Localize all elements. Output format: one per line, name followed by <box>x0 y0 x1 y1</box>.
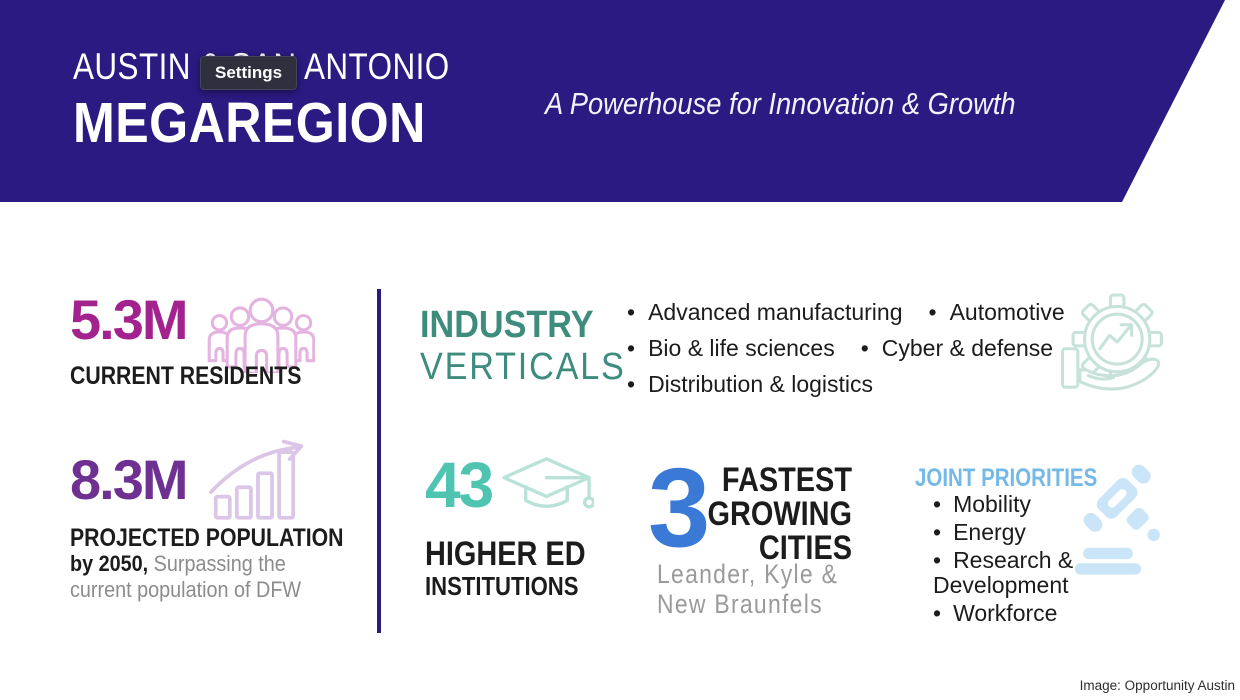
page-title: AUSTIN & SAN ANTONIO MEGAREGION <box>73 46 516 156</box>
gear-hand-icon <box>1060 293 1163 391</box>
priority-item: Energy <box>933 519 1108 545</box>
image-credit: Image: Opportunity Austin <box>1079 678 1235 693</box>
higher-ed-label-line1: HIGHER ED <box>425 535 586 573</box>
joint-priorities-list: Mobility Energy Research & Development W… <box>933 491 1108 629</box>
industry-title-line1: INDUSTRY <box>420 304 594 346</box>
industry-item: Distribution & logistics <box>627 371 873 398</box>
industry-row: Advanced manufacturing Automotive <box>627 299 1065 326</box>
projected-label: PROJECTED POPULATION <box>70 524 344 552</box>
industry-list: Advanced manufacturing Automotive Bio & … <box>627 299 1065 407</box>
higher-ed-label-line2: INSTITUTIONS <box>425 571 579 601</box>
industry-item: Cyber & defense <box>861 335 1053 362</box>
cities-value: 3 <box>648 445 710 570</box>
projected-subtext-bold: by 2050, <box>70 551 149 576</box>
projected-value: 8.3M <box>70 448 188 511</box>
cities-label-line: CITIES <box>758 529 852 567</box>
industry-verticals-title: INDUSTRY VERTICALS <box>420 306 648 386</box>
residents-label: CURRENT RESIDENTS <box>70 362 302 390</box>
settings-tooltip: Settings <box>200 56 298 90</box>
industry-row: Distribution & logistics <box>627 371 1065 398</box>
cities-names-line: New Braunfels <box>657 589 823 620</box>
priority-item: Mobility <box>933 491 1108 517</box>
cities-label-line: GROWING <box>707 495 852 533</box>
projected-subtext: by 2050, Surpassing the current populati… <box>70 551 340 603</box>
industry-row: Bio & life sciences Cyber & defense <box>627 335 1065 362</box>
growth-bars-icon <box>209 439 304 520</box>
higher-ed-value: 43 <box>425 449 494 521</box>
priority-item: Research & Development <box>933 548 1108 598</box>
tagline: A Powerhouse for Innovation & Growth <box>545 86 1016 121</box>
projected-subtext-gray: Surpassing the current population of DFW <box>70 551 302 602</box>
title-line2: MEGAREGION <box>73 91 426 155</box>
joint-priorities-title: JOINT PRIORITIES <box>915 464 1098 492</box>
industry-item: Bio & life sciences <box>627 335 835 362</box>
cities-names: Leander, Kyle & New Braunfels <box>657 559 838 619</box>
priority-item: Workforce <box>933 601 1108 626</box>
graduation-cap-icon <box>502 457 594 509</box>
industry-item: Advanced manufacturing <box>627 299 902 326</box>
vertical-divider <box>377 289 381 633</box>
cities-label: FASTEST GROWING CITIES <box>672 463 852 565</box>
people-group-icon <box>207 297 315 373</box>
cities-names-line: Leander, Kyle & <box>657 559 839 589</box>
industry-item: Automotive <box>929 299 1065 326</box>
residents-value: 5.3M <box>70 288 188 351</box>
industry-title-line2: VERTICALS <box>420 346 626 388</box>
cities-label-line: FASTEST <box>721 461 852 499</box>
header-banner: AUSTIN & SAN ANTONIO MEGAREGION A Powerh… <box>0 0 1225 202</box>
